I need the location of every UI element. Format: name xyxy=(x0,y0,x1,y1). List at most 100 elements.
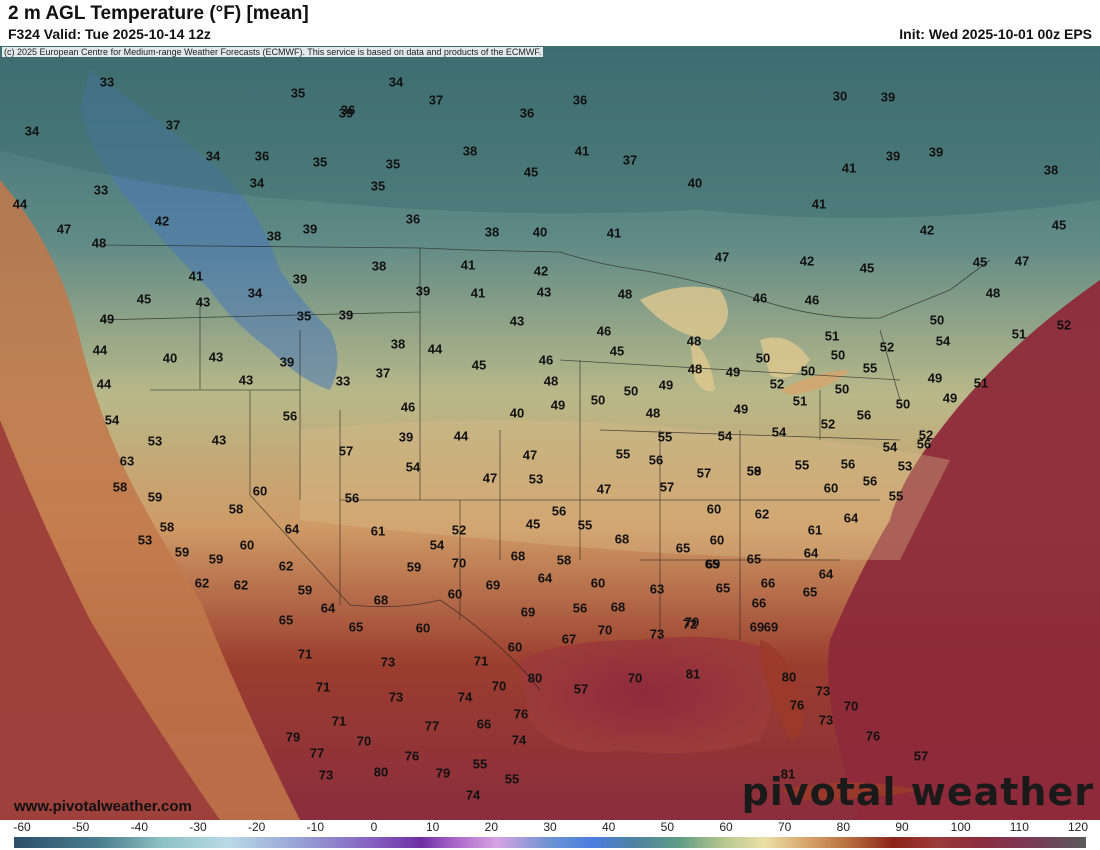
temperature-value-label: 41 xyxy=(460,257,476,273)
temperature-value-label: 41 xyxy=(470,285,486,301)
temperature-value-label: 34 xyxy=(249,175,265,191)
temperature-value-label: 45 xyxy=(972,254,988,270)
temperature-value-label: 37 xyxy=(375,365,391,381)
temperature-value-label: 47 xyxy=(714,249,730,265)
pacific-warm xyxy=(0,420,220,820)
colorbar-tick: -30 xyxy=(189,820,207,834)
temperature-value-label: 42 xyxy=(533,263,549,279)
temperature-value-label: 39 xyxy=(415,283,431,299)
temperature-value-label: 45 xyxy=(471,357,487,373)
temperature-value-label: 46 xyxy=(400,399,416,415)
temperature-value-label: 37 xyxy=(428,92,444,108)
temperature-value-label: 58 xyxy=(112,479,128,495)
temperature-value-label: 76 xyxy=(404,748,420,764)
temperature-value-label: 54 xyxy=(104,412,120,428)
temperature-value-label: 42 xyxy=(154,213,170,229)
temperature-value-label: 54 xyxy=(935,333,951,349)
temperature-value-label: 70 xyxy=(843,698,859,714)
colorbar-ticks: -60 -50 -40 -30 -20 -10 0 10 20 30 40 50 60 70 80 90 100… xyxy=(0,820,1100,836)
temperature-value-label: 45 xyxy=(523,164,539,180)
temperature-value-label: 36 xyxy=(340,102,356,118)
temperature-value-label: 64 xyxy=(803,545,819,561)
temperature-value-label: 46 xyxy=(752,290,768,306)
temperature-value-label: 79 xyxy=(285,729,301,745)
temperature-value-label: 70 xyxy=(627,670,643,686)
temperature-value-label: 50 xyxy=(623,383,639,399)
lake-huron xyxy=(760,337,810,378)
temperature-value-label: 57 xyxy=(696,465,712,481)
temperature-value-label: 66 xyxy=(476,716,492,732)
temperature-value-label: 43 xyxy=(509,313,525,329)
valid-time: F324 Valid: Tue 2025-10-14 12z xyxy=(8,26,211,42)
temperature-value-label: 47 xyxy=(1014,253,1030,269)
temperature-value-label: 37 xyxy=(622,152,638,168)
temperature-value-label: 38 xyxy=(371,258,387,274)
temperature-value-label: 70 xyxy=(491,678,507,694)
temperature-value-label: 70 xyxy=(356,733,372,749)
colorbar-tick: 50 xyxy=(660,820,675,834)
temperature-value-label: 59 xyxy=(297,582,313,598)
temperature-value-label: 33 xyxy=(335,373,351,389)
colorbar: -60 -50 -40 -30 -20 -10 0 10 20 30 40 50 60 70 80 90 100… xyxy=(0,820,1100,850)
temperature-value-label: 74 xyxy=(511,732,527,748)
temperature-value-label: 54 xyxy=(771,424,787,440)
temperature-value-label: 40 xyxy=(532,224,548,240)
temperature-value-label: 34 xyxy=(388,74,404,90)
temperature-value-label: 52 xyxy=(1056,317,1072,333)
colorbar-tick: 60 xyxy=(719,820,733,834)
colorbar-tick: 40 xyxy=(601,820,616,834)
temperature-value-label: 70 xyxy=(451,555,467,571)
temperature-value-label: 65 xyxy=(746,551,762,567)
temperature-value-label: 56 xyxy=(282,408,298,424)
temperature-value-label: 51 xyxy=(792,393,808,409)
temperature-value-label: 57 xyxy=(573,681,589,697)
temperature-value-label: 77 xyxy=(309,745,325,761)
site-url[interactable]: www.pivotalweather.com xyxy=(14,798,192,815)
temperature-value-label: 64 xyxy=(843,510,859,526)
temperature-value-label: 74 xyxy=(465,787,481,803)
gulf-of-mexico xyxy=(520,636,774,754)
temperature-value-label: 40 xyxy=(162,350,178,366)
temperature-value-label: 43 xyxy=(536,284,552,300)
temperature-value-label: 48 xyxy=(645,405,661,421)
temperature-value-label: 50 xyxy=(755,350,771,366)
map-header: 2 m AGL Temperature (°F) [mean] F324 Val… xyxy=(0,0,1100,46)
init-time: Init: Wed 2025-10-01 00z EPS xyxy=(899,26,1092,42)
temperature-value-label: 69 xyxy=(485,577,501,593)
temperature-value-label: 36 xyxy=(519,105,535,121)
lake-superior xyxy=(640,286,728,340)
temperature-value-label: 60 xyxy=(590,575,606,591)
temperature-value-label: 68 xyxy=(373,592,389,608)
temperature-value-label: 38 xyxy=(390,336,406,352)
temperature-value-label: 80 xyxy=(527,670,543,686)
colorbar-tick: 80 xyxy=(836,820,851,834)
temperature-value-label: 48 xyxy=(985,285,1001,301)
temperature-value-label: 65 xyxy=(715,580,731,596)
temperature-value-label: 44 xyxy=(427,341,443,357)
temperature-value-label: 69 xyxy=(749,619,765,635)
temperature-value-label: 51 xyxy=(824,328,840,344)
florida xyxy=(760,640,804,740)
temperature-value-label: 53 xyxy=(137,532,153,548)
map-shading xyxy=(0,46,1100,820)
temperature-value-label: 64 xyxy=(320,600,336,616)
temperature-value-label: 36 xyxy=(254,148,270,164)
temperature-value-label: 63 xyxy=(649,581,665,597)
colorbar-tick: -20 xyxy=(247,820,266,834)
temperature-value-label: 52 xyxy=(769,376,785,392)
temperature-value-label: 58 xyxy=(228,501,244,517)
temperature-value-label: 49 xyxy=(658,377,674,393)
temperature-value-label: 55 xyxy=(862,360,878,376)
temperature-value-label: 30 xyxy=(832,88,848,104)
colorbar-gradient xyxy=(14,837,1086,848)
temperature-value-label: 48 xyxy=(687,361,703,377)
colorbar-tick: 30 xyxy=(543,820,557,834)
temperature-value-label: 43 xyxy=(195,294,211,310)
temperature-value-label: 59 xyxy=(406,559,422,575)
colorbar-tick: -60 xyxy=(13,820,31,834)
temperature-value-label: 68 xyxy=(614,531,630,547)
temperature-value-label: 73 xyxy=(388,689,404,705)
temperature-value-label: 48 xyxy=(686,333,702,349)
temperature-value-label: 64 xyxy=(818,566,834,582)
temperature-value-label: 43 xyxy=(238,372,254,388)
